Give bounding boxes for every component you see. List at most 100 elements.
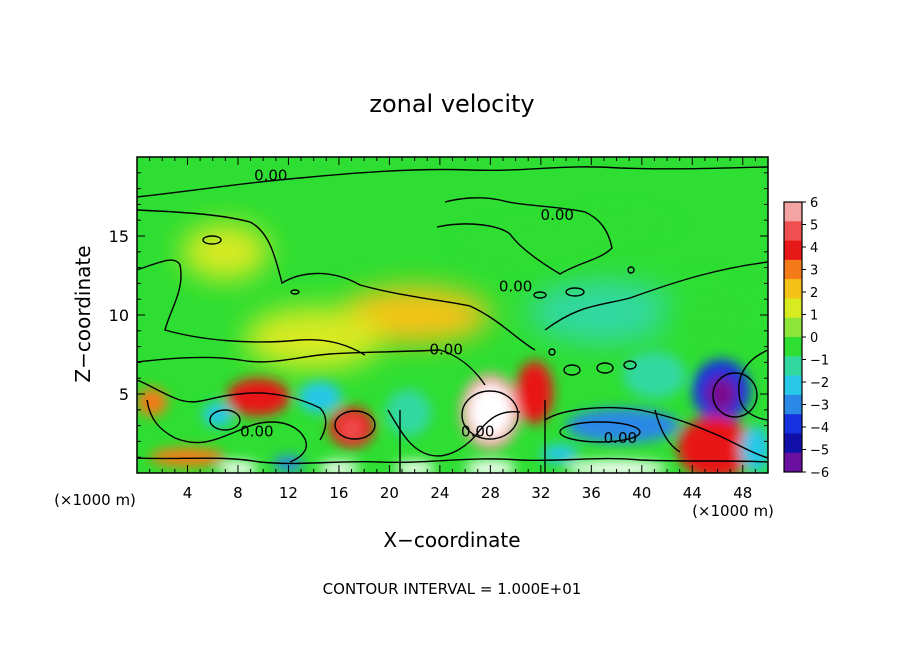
field-feature — [340, 417, 363, 440]
colorbar-tick-label: −1 — [810, 354, 829, 369]
contour-loop — [290, 289, 300, 295]
field-feature — [202, 401, 233, 428]
colorbar-cell — [784, 394, 802, 415]
contour-label: 0.00 — [254, 167, 287, 185]
colorbar-cell — [784, 337, 802, 357]
contour-loop — [596, 362, 614, 374]
x-unit-left: (×1000 m) — [54, 491, 136, 509]
field-feature — [385, 389, 432, 437]
contour-line — [137, 379, 327, 441]
x-tick-label: 40 — [632, 484, 651, 502]
contour-loop — [334, 410, 376, 440]
x-tick-label: 20 — [380, 484, 399, 502]
contour-line — [137, 209, 536, 351]
contour-label: 0.00 — [499, 277, 532, 295]
colorbar-cell — [784, 259, 802, 280]
contour-line — [137, 166, 768, 198]
x-tick-label: 28 — [481, 484, 500, 502]
colorbar-tick-label: −6 — [810, 466, 829, 481]
x-tick-label: 24 — [430, 484, 449, 502]
y-axis-label: Z−coordinate — [71, 245, 95, 382]
colorbar-cell — [784, 414, 802, 434]
field-feature — [540, 444, 579, 464]
contour-label: 0.00 — [240, 423, 273, 441]
colorbar-tick-label: −3 — [810, 399, 829, 414]
contour-loop — [627, 266, 635, 274]
contour-label: 0.00 — [461, 423, 494, 441]
colorbar-tick-label: 0 — [810, 331, 818, 346]
contour-line — [137, 259, 366, 356]
field-feature — [528, 280, 680, 344]
contour-line — [387, 409, 521, 457]
contour-line — [137, 349, 486, 386]
field-feature — [553, 207, 680, 240]
contour-label: 0.00 — [541, 206, 574, 224]
contour-line — [137, 457, 768, 465]
contour-line — [146, 399, 307, 463]
x-tick-label: 8 — [233, 484, 243, 502]
colorbar-cell — [784, 240, 802, 261]
colorbar-tick-label: 1 — [810, 309, 818, 324]
contour-loop — [623, 360, 637, 370]
colorbar-tick-label: −4 — [810, 421, 829, 436]
field-feature — [468, 384, 512, 439]
colorbar-cell — [784, 433, 802, 454]
contour-label: 0.00 — [429, 341, 462, 359]
colorbar: 6 5 4 3 2 1 0 −1 −2 −3 −4 −5 −6 — [783, 196, 829, 481]
colorbar-cell — [784, 202, 802, 222]
contour-loop — [563, 364, 581, 376]
contour-loop — [461, 390, 519, 440]
contour-line — [436, 197, 613, 275]
colorbar-cell — [784, 356, 802, 376]
field-feature — [181, 223, 270, 281]
x-tick-label: 16 — [329, 484, 348, 502]
y-tick-label: 5 — [119, 385, 129, 404]
x-tick-label: 32 — [531, 484, 550, 502]
field-feature — [226, 378, 290, 417]
field-feature — [706, 376, 737, 412]
x-tick-label: 4 — [183, 484, 193, 502]
contour-loop — [712, 372, 758, 418]
colorbar-tick-label: −5 — [810, 444, 829, 459]
field-feature — [149, 447, 226, 467]
x-tick-label: 44 — [683, 484, 702, 502]
y-tick-label: 15 — [109, 227, 129, 246]
contour-lines — [137, 166, 768, 472]
contour-line — [738, 349, 768, 421]
field-feature — [740, 425, 768, 473]
x-unit-right: (×1000 m) — [692, 502, 774, 520]
field-feature — [654, 289, 756, 347]
field-feature — [137, 387, 168, 417]
contour-loop — [202, 235, 222, 245]
contour-line — [654, 409, 681, 453]
field-feature — [677, 416, 753, 473]
colorbar-tick-label: 6 — [810, 196, 818, 211]
field-feature — [298, 381, 342, 413]
field-feature — [244, 307, 384, 371]
field-feature — [394, 461, 435, 473]
contour-line — [544, 261, 768, 331]
colorbar-cell — [784, 375, 802, 396]
contour-loop — [559, 421, 641, 443]
x-axis-label: X−coordinate — [383, 528, 520, 552]
contour-loop — [209, 409, 241, 431]
plot-area: 0.00 0.00 0.00 0.00 0.00 0.00 0.00 — [137, 157, 768, 473]
x-tick-label: 36 — [582, 484, 601, 502]
colorbar-tick-label: 5 — [810, 219, 818, 234]
contour-label: 0.00 — [604, 429, 637, 447]
x-tick-label: 12 — [279, 484, 298, 502]
contour-loop — [548, 348, 556, 356]
field-feature — [515, 360, 554, 425]
contour-line — [544, 406, 768, 459]
contour-loop — [533, 291, 547, 299]
x-tick-label: 48 — [733, 484, 752, 502]
y-tick-label: 10 — [109, 306, 129, 325]
field-feature — [622, 351, 686, 399]
field-feature — [566, 408, 680, 443]
colorbar-tick-label: 4 — [810, 241, 818, 256]
field-feature — [566, 460, 668, 473]
contour-loop — [565, 287, 585, 297]
colorbar-tick-label: 2 — [810, 286, 818, 301]
colorbar-cell — [784, 317, 802, 338]
